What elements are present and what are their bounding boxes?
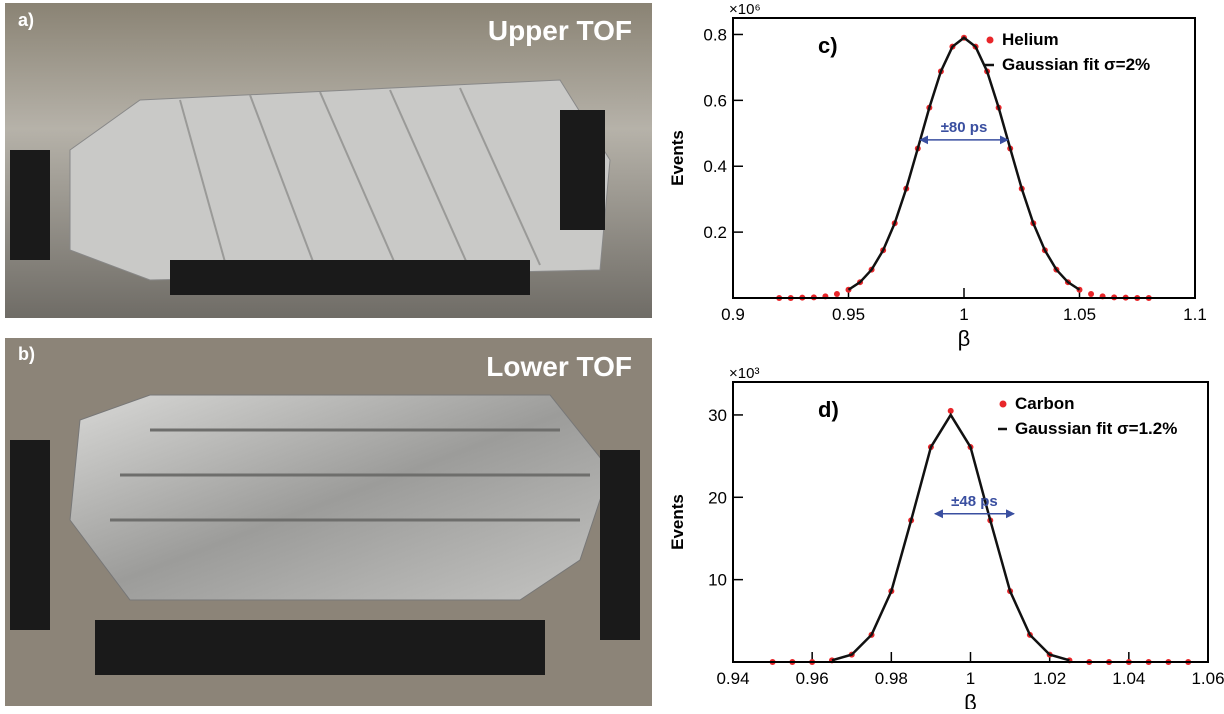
legend-entry: Helium (1002, 30, 1059, 49)
x-tick-label: 0.96 (796, 669, 829, 688)
y-tick-label: 20 (708, 488, 727, 507)
annotation-text: ±48 ps (951, 493, 998, 510)
legend-entry: Carbon (1015, 394, 1075, 413)
y-multiplier: ×10⁶ (729, 1, 761, 18)
annotation-text: ±80 ps (941, 119, 988, 136)
y-tick-label: 0.2 (703, 223, 727, 242)
photo-caption: Upper TOF (488, 15, 632, 46)
photo-b: b) Lower TOF (5, 338, 652, 706)
legend-entry: Gaussian fit σ=2% (1002, 55, 1150, 74)
y-tick-label: 0.4 (703, 157, 727, 176)
y-tick-label: 30 (708, 406, 727, 425)
photo-a: a) Upper TOF (5, 3, 652, 318)
x-tick-label: 1.1 (1183, 305, 1207, 324)
y-tick-label: 10 (708, 571, 727, 590)
y-multiplier: ×10³ (729, 365, 759, 382)
data-point (833, 291, 840, 298)
data-point (1088, 291, 1095, 298)
fit-line (831, 412, 1070, 662)
x-axis-label: β (958, 326, 971, 351)
panel-label: d) (818, 397, 839, 422)
y-tick-label: 0.8 (703, 25, 727, 44)
data-point (947, 407, 954, 414)
photo-caption: Lower TOF (486, 351, 632, 382)
x-tick-label: 1.06 (1191, 669, 1224, 688)
y-tick-label: 0.6 (703, 91, 727, 110)
photo-label: a) (18, 10, 34, 30)
y-axis-label: Events (668, 130, 687, 186)
x-tick-label: 0.98 (875, 669, 908, 688)
legend-entry: Gaussian fit σ=1.2% (1015, 419, 1177, 438)
panel-label: c) (818, 33, 838, 58)
x-tick-label: 1 (966, 669, 975, 688)
x-tick-label: 0.95 (832, 305, 865, 324)
fit-line (847, 36, 1081, 291)
x-tick-label: 0.9 (721, 305, 745, 324)
x-tick-label: 1.02 (1033, 669, 1066, 688)
x-tick-label: 1.05 (1063, 305, 1096, 324)
x-axis-label: β (964, 690, 977, 709)
plot-frame (732, 17, 1196, 299)
x-tick-label: 1 (959, 305, 968, 324)
x-tick-label: 1.04 (1112, 669, 1145, 688)
x-tick-label: 0.94 (716, 669, 749, 688)
legend-marker (986, 36, 994, 44)
y-axis-label: Events (668, 494, 687, 550)
photo-label: b) (18, 344, 35, 364)
legend-marker (999, 400, 1007, 408)
plot-frame (732, 381, 1209, 663)
